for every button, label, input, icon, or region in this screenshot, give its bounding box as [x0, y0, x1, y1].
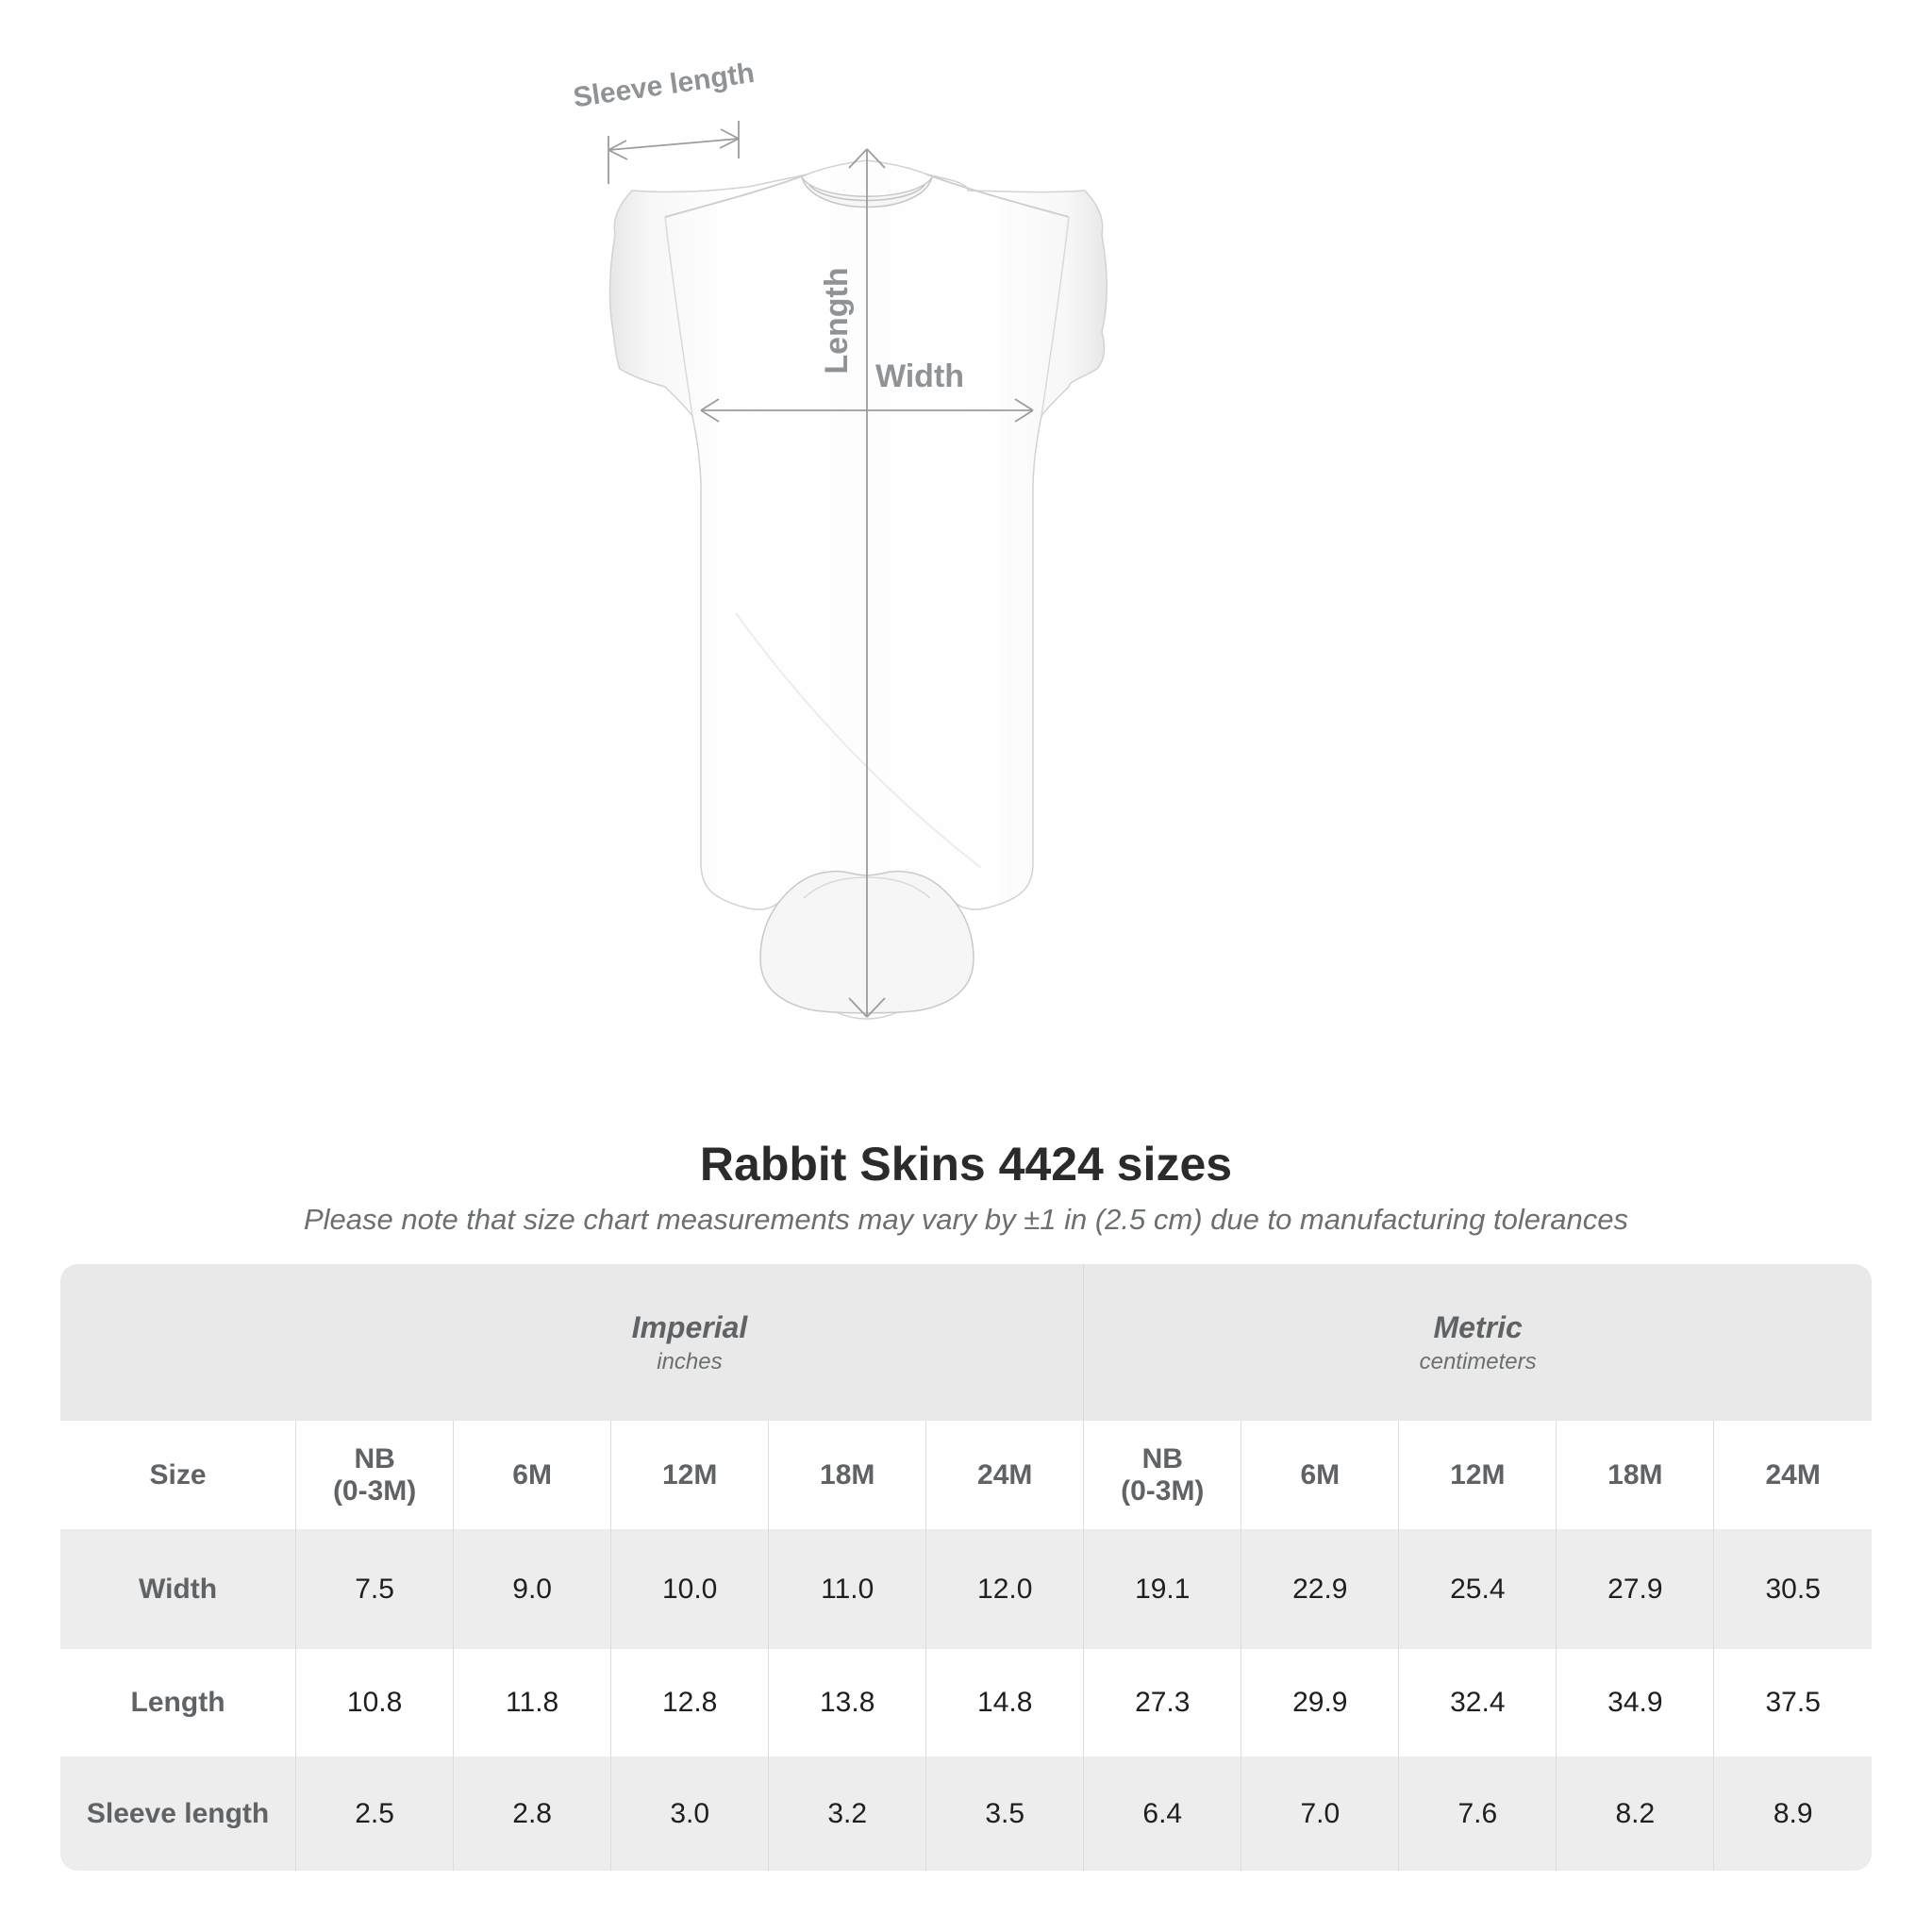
svg-text:Length: Length [819, 267, 855, 374]
svg-text:Width: Width [875, 358, 964, 394]
svg-text:Sleeve length: Sleeve length [572, 58, 757, 114]
